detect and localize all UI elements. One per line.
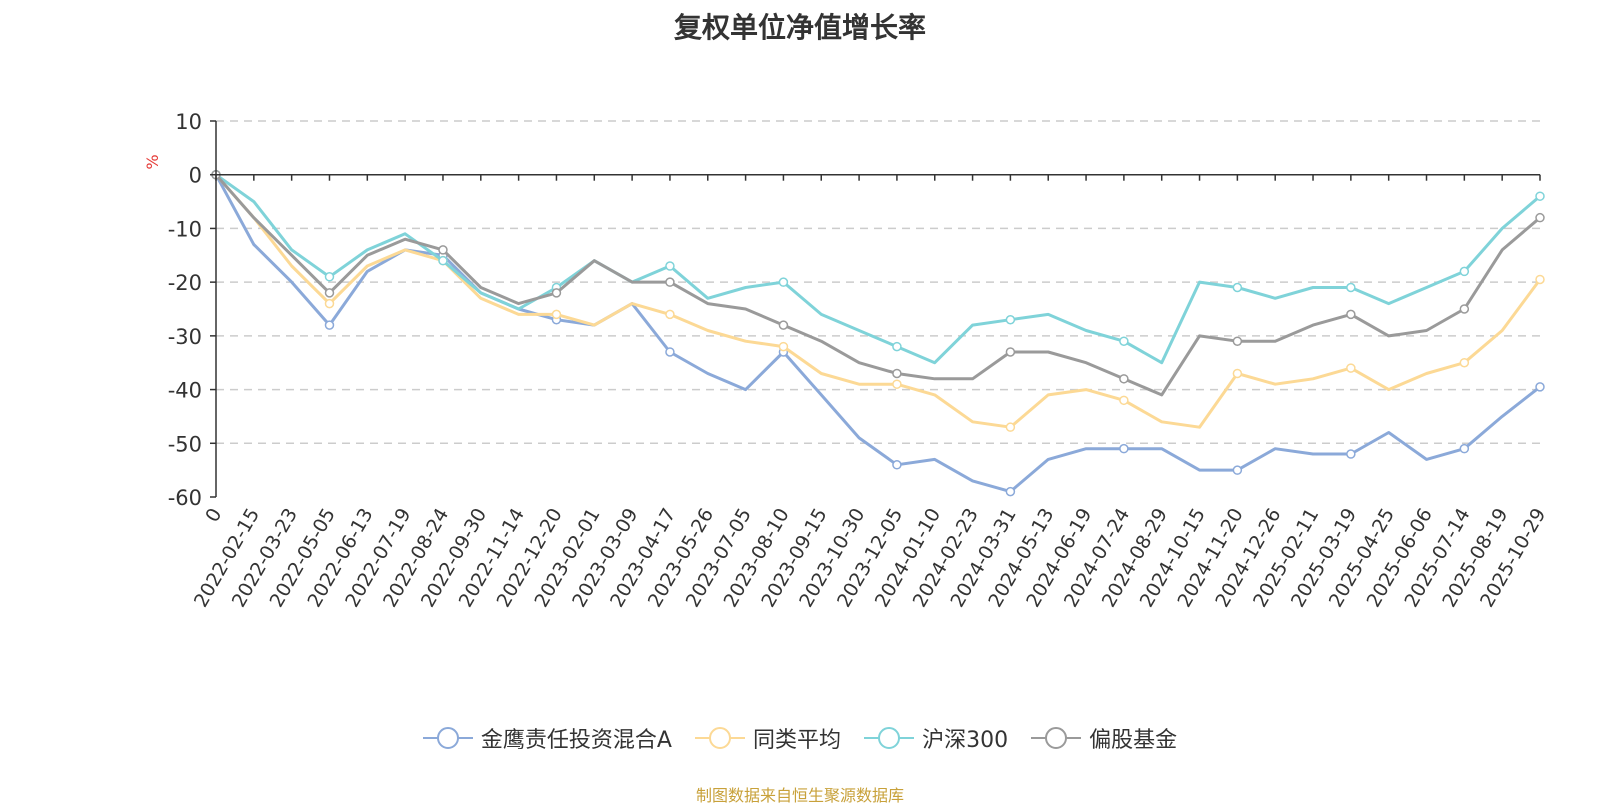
data-point bbox=[1232, 465, 1243, 475]
series-3 bbox=[211, 169, 1545, 397]
data-point bbox=[324, 288, 335, 298]
line-chart: 100-10-20-30-40-50-6002022-02-152022-03-… bbox=[143, 110, 1551, 611]
data-point bbox=[778, 320, 789, 330]
y-tick-label: -40 bbox=[168, 379, 202, 403]
data-point bbox=[438, 255, 448, 266]
data-point bbox=[665, 277, 675, 287]
data-point bbox=[1119, 395, 1129, 406]
axes: 100-10-20-30-40-50-6002022-02-152022-03-… bbox=[168, 110, 1551, 611]
data-point bbox=[665, 347, 675, 357]
data-point bbox=[1005, 314, 1016, 325]
y-tick-label: -60 bbox=[168, 486, 202, 510]
data-point bbox=[778, 277, 789, 287]
data-point bbox=[1535, 274, 1545, 285]
data-point bbox=[665, 309, 675, 320]
series-line bbox=[215, 173, 1541, 365]
series-line bbox=[214, 173, 1541, 397]
y-tick-label: -50 bbox=[168, 432, 202, 456]
data-point bbox=[1535, 191, 1545, 201]
legend-label-csi300: 沪深300 bbox=[922, 728, 1009, 753]
data-point bbox=[1232, 336, 1243, 346]
data-point bbox=[438, 245, 448, 255]
y-tick-label: -10 bbox=[168, 217, 202, 241]
data-point bbox=[892, 460, 902, 470]
data-point bbox=[1346, 309, 1356, 320]
data-point bbox=[1346, 363, 1356, 373]
y-tick-label: 0 bbox=[189, 164, 202, 188]
data-point bbox=[324, 272, 335, 282]
data-point bbox=[892, 379, 902, 389]
data-point bbox=[551, 288, 562, 298]
data-point bbox=[665, 261, 675, 271]
data-point bbox=[1535, 212, 1545, 223]
data-point bbox=[1119, 374, 1129, 384]
data-source-note: 制图数据来自恒生聚源数据库 bbox=[695, 786, 904, 805]
y-tick-label: 10 bbox=[175, 110, 202, 134]
data-point bbox=[1005, 347, 1016, 357]
data-point bbox=[1459, 443, 1470, 454]
data-point bbox=[1005, 422, 1016, 432]
y-tick-label: -30 bbox=[168, 325, 202, 349]
data-point bbox=[1119, 443, 1129, 454]
data-point bbox=[1119, 336, 1129, 346]
series-0 bbox=[211, 169, 1545, 497]
legend-item-csi300[interactable]: 沪深300 bbox=[864, 722, 1008, 754]
legend-item-peer-average[interactable]: 同类平均 bbox=[694, 722, 841, 754]
legend-item-equity-funds[interactable]: 偏股基金 bbox=[1031, 722, 1177, 754]
y-axis-unit-label: % bbox=[143, 154, 162, 169]
data-point bbox=[1232, 368, 1243, 379]
grid-lines bbox=[216, 120, 1540, 445]
data-point bbox=[892, 341, 902, 352]
series-line bbox=[214, 173, 1542, 429]
data-point bbox=[1535, 382, 1545, 392]
data-point bbox=[1459, 304, 1470, 314]
data-point bbox=[1459, 357, 1470, 368]
data-point bbox=[778, 341, 789, 352]
data-point bbox=[1346, 282, 1356, 293]
series-lines bbox=[211, 169, 1545, 497]
data-point bbox=[1459, 266, 1470, 277]
data-point bbox=[892, 368, 902, 379]
legend-item-fund[interactable]: 金鹰责任投资混合A bbox=[422, 722, 672, 754]
legend-label-equity-funds: 偏股基金 bbox=[1089, 728, 1178, 753]
series-2 bbox=[211, 169, 1545, 365]
data-point bbox=[324, 320, 335, 330]
data-point bbox=[1005, 486, 1016, 497]
legend-label-peer-average: 同类平均 bbox=[752, 728, 841, 753]
data-point bbox=[324, 298, 335, 309]
data-point bbox=[1232, 282, 1243, 293]
data-point bbox=[551, 309, 562, 320]
data-point bbox=[1346, 449, 1356, 459]
chart-title: 复权单位净值增长率 bbox=[673, 11, 926, 44]
legend: 金鹰责任投资混合A 同类平均 沪深300 偏股基金 bbox=[0, 722, 1600, 754]
series-line bbox=[214, 173, 1541, 494]
x-tick-label: 0 bbox=[201, 505, 226, 526]
legend-label-fund: 金鹰责任投资混合A bbox=[480, 728, 672, 753]
series-1 bbox=[211, 169, 1545, 432]
y-tick-label: -20 bbox=[168, 271, 202, 295]
